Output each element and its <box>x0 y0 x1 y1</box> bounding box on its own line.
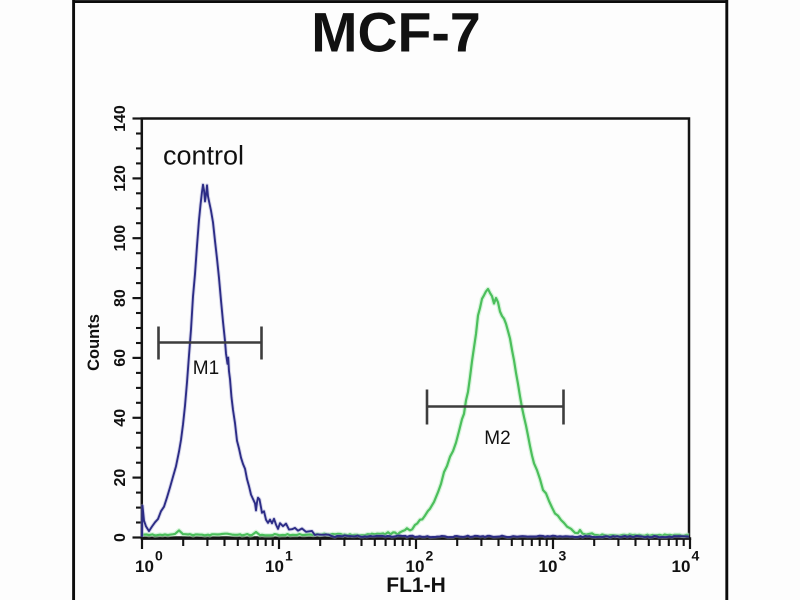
svg-text:1: 1 <box>285 548 293 564</box>
svg-text:3: 3 <box>559 548 567 564</box>
svg-text:10: 10 <box>406 557 425 576</box>
svg-text:2: 2 <box>426 548 434 564</box>
svg-text:10: 10 <box>135 557 154 576</box>
svg-text:0: 0 <box>155 548 163 564</box>
svg-text:10: 10 <box>539 557 558 576</box>
svg-text:FL1-H: FL1-H <box>386 574 446 597</box>
svg-text:10: 10 <box>672 557 691 576</box>
svg-text:control: control <box>163 141 244 171</box>
svg-text:M2: M2 <box>484 428 510 449</box>
svg-text:MCF-7: MCF-7 <box>311 2 481 64</box>
svg-text:140: 140 <box>112 105 129 132</box>
svg-text:Counts: Counts <box>85 314 103 371</box>
svg-text:20: 20 <box>112 469 129 487</box>
svg-text:4: 4 <box>692 548 700 564</box>
svg-text:10: 10 <box>265 557 284 576</box>
svg-text:M1: M1 <box>193 358 219 379</box>
svg-text:100: 100 <box>112 225 129 252</box>
svg-text:0: 0 <box>112 533 129 542</box>
svg-text:40: 40 <box>112 409 129 427</box>
svg-text:120: 120 <box>112 165 129 192</box>
svg-text:60: 60 <box>112 349 129 367</box>
svg-text:80: 80 <box>112 289 129 307</box>
